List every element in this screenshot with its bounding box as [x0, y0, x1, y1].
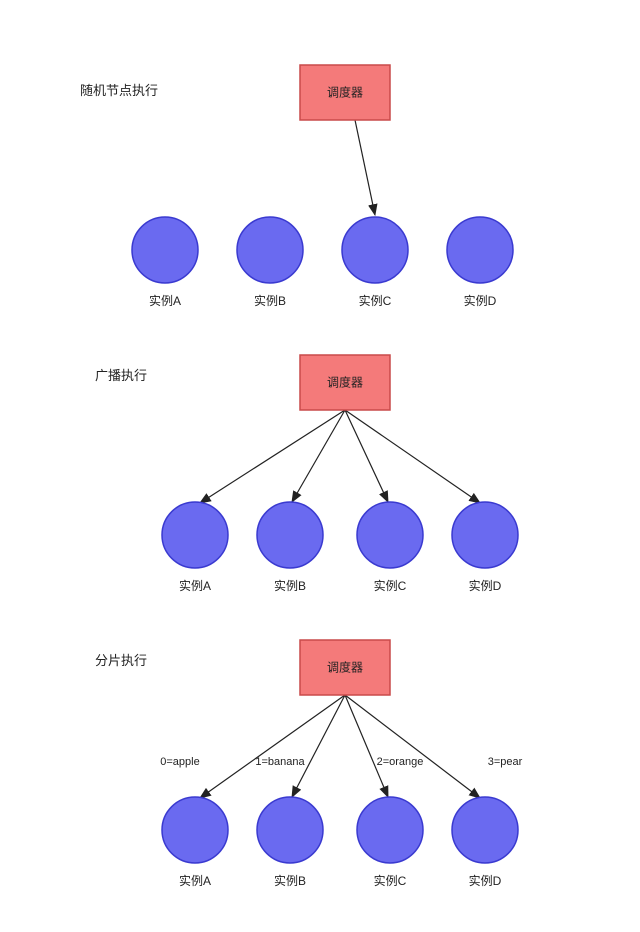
instance-node — [447, 217, 513, 283]
edge-label: 0=apple — [160, 756, 199, 768]
instance-node — [162, 502, 228, 568]
edge — [345, 410, 480, 503]
section-1: 广播执行 调度器实例A 实例B 实例C 实例D — [95, 355, 518, 593]
instance-label: 实例D — [464, 293, 497, 308]
instance-node — [162, 797, 228, 863]
instance-node — [342, 217, 408, 283]
edge — [345, 695, 388, 797]
section-title: 广播执行 — [95, 368, 147, 383]
instance-label: 实例C — [374, 578, 407, 593]
section-title: 分片执行 — [95, 653, 147, 668]
instance-label: 实例B — [274, 578, 306, 593]
edge-label: 3=pear — [488, 756, 523, 768]
instance-label: 实例A — [179, 873, 211, 888]
instance-node — [132, 217, 198, 283]
instance-node — [452, 502, 518, 568]
instance-node — [452, 797, 518, 863]
scheduler-label: 调度器 — [327, 85, 363, 100]
instance-label: 实例A — [149, 293, 181, 308]
diagram-canvas: 随机节点执行调度器实例A实例B实例C实例D广播执行调度器实例A实例B实例C实例D… — [0, 0, 640, 932]
instance-node — [257, 502, 323, 568]
instance-label: 实例C — [374, 873, 407, 888]
edge — [200, 410, 345, 503]
scheduler-label: 调度器 — [327, 375, 363, 390]
instance-label: 实例B — [274, 873, 306, 888]
instance-label: 实例D — [469, 873, 502, 888]
instance-label: 实例A — [179, 578, 211, 593]
instance-node — [237, 217, 303, 283]
edge — [345, 410, 388, 502]
instance-label: 实例D — [469, 578, 502, 593]
section-2: 分片执行 0=apple 1=banana 2=orange 3=pear 调度器实例A 实… — [95, 640, 523, 888]
instance-node — [357, 797, 423, 863]
edge — [200, 695, 345, 798]
edge — [345, 695, 480, 798]
edge — [292, 695, 345, 797]
scheduler-label: 调度器 — [327, 660, 363, 675]
section-title: 随机节点执行 — [80, 83, 158, 98]
edge-label: 1=banana — [255, 756, 305, 768]
edge-label: 2=orange — [377, 756, 424, 768]
instance-node — [357, 502, 423, 568]
edge — [292, 410, 345, 502]
instance-node — [257, 797, 323, 863]
edge — [355, 120, 375, 215]
instance-label: 实例C — [359, 293, 392, 308]
section-0: 随机节点执行 调度器实例A 实例B 实例C 实例D — [80, 65, 513, 308]
instance-label: 实例B — [254, 293, 286, 308]
